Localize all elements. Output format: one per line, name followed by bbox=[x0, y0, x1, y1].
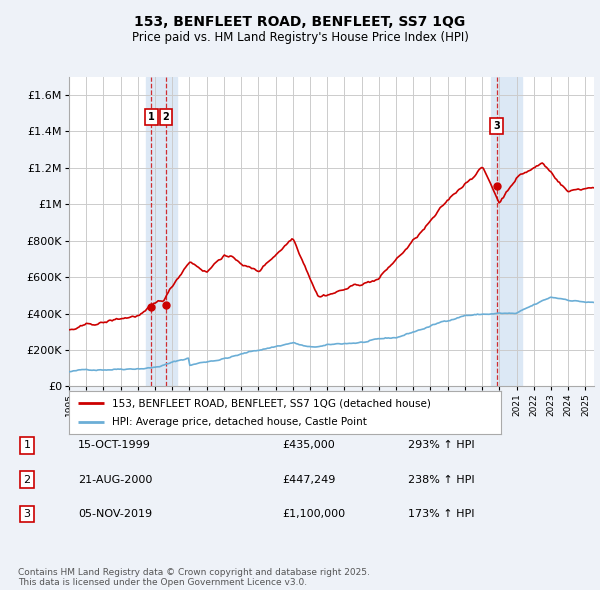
Text: 05-NOV-2019: 05-NOV-2019 bbox=[78, 509, 152, 519]
Text: 153, BENFLEET ROAD, BENFLEET, SS7 1QG: 153, BENFLEET ROAD, BENFLEET, SS7 1QG bbox=[134, 15, 466, 29]
Bar bbox=[146, 77, 178, 386]
Text: 15-OCT-1999: 15-OCT-1999 bbox=[78, 441, 151, 450]
Text: £447,249: £447,249 bbox=[282, 475, 335, 484]
Text: 1: 1 bbox=[23, 441, 31, 450]
Text: £1,100,000: £1,100,000 bbox=[282, 509, 345, 519]
Text: 238% ↑ HPI: 238% ↑ HPI bbox=[408, 475, 475, 484]
Text: 21-AUG-2000: 21-AUG-2000 bbox=[78, 475, 152, 484]
Text: HPI: Average price, detached house, Castle Point: HPI: Average price, detached house, Cast… bbox=[112, 417, 367, 427]
Text: 3: 3 bbox=[493, 121, 500, 131]
Text: 2: 2 bbox=[23, 475, 31, 484]
Text: 293% ↑ HPI: 293% ↑ HPI bbox=[408, 441, 475, 450]
Text: 1: 1 bbox=[148, 112, 155, 122]
Text: 173% ↑ HPI: 173% ↑ HPI bbox=[408, 509, 475, 519]
Text: 153, BENFLEET ROAD, BENFLEET, SS7 1QG (detached house): 153, BENFLEET ROAD, BENFLEET, SS7 1QG (d… bbox=[112, 398, 431, 408]
Text: 3: 3 bbox=[23, 509, 31, 519]
Text: 2: 2 bbox=[163, 112, 169, 122]
Text: Price paid vs. HM Land Registry's House Price Index (HPI): Price paid vs. HM Land Registry's House … bbox=[131, 31, 469, 44]
Text: Contains HM Land Registry data © Crown copyright and database right 2025.
This d: Contains HM Land Registry data © Crown c… bbox=[18, 568, 370, 587]
Bar bbox=[491, 77, 522, 386]
Text: £435,000: £435,000 bbox=[282, 441, 335, 450]
